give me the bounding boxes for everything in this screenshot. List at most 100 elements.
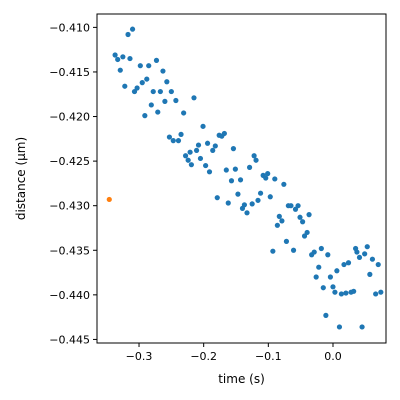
data-point [244, 210, 250, 216]
data-point [181, 110, 187, 116]
x-tick-label: −0.1 [255, 350, 282, 363]
data-point [327, 274, 333, 280]
data-point [257, 190, 264, 196]
data-point [300, 219, 306, 225]
data-point [106, 196, 112, 203]
data-point [170, 138, 176, 144]
data-point [137, 63, 143, 69]
data-point [200, 123, 206, 129]
data-point [246, 164, 253, 170]
data-point [131, 88, 138, 95]
data-point [223, 167, 229, 173]
data-point [316, 264, 322, 270]
data-point [150, 88, 156, 95]
x-tick-label: 0.0 [324, 350, 342, 363]
data-point [157, 88, 163, 95]
data-point [164, 79, 170, 85]
data-point [168, 88, 174, 95]
x-axis-ticks: −0.3 −0.2 −0.1 0.0 [126, 343, 342, 363]
data-point [214, 195, 220, 201]
data-point [148, 102, 154, 108]
y-tick-label: −0.430 [49, 200, 90, 213]
x-tick-label: −0.2 [190, 350, 217, 363]
data-point [375, 261, 381, 268]
data-point [272, 176, 278, 182]
data-point [228, 178, 235, 184]
y-tick-label: −0.420 [49, 111, 90, 124]
data-point [155, 109, 161, 115]
data-point [295, 203, 301, 209]
data-points [106, 26, 384, 330]
y-tick-label: −0.410 [49, 21, 90, 34]
data-point [142, 113, 148, 119]
data-point [251, 153, 257, 159]
data-point [367, 271, 373, 277]
data-point [301, 233, 308, 239]
data-point [144, 76, 150, 82]
data-point [187, 149, 193, 155]
data-point [125, 31, 131, 38]
data-point [120, 54, 126, 60]
data-point [263, 175, 269, 181]
data-point [304, 229, 310, 236]
data-point [338, 291, 344, 297]
data-point [311, 249, 317, 255]
data-point [332, 289, 338, 295]
data-point [343, 290, 349, 296]
data-point [134, 85, 140, 91]
data-point [182, 153, 189, 159]
data-point [235, 191, 241, 197]
data-point [336, 324, 343, 330]
data-point [362, 251, 368, 257]
data-point [139, 80, 145, 86]
data-point [185, 157, 191, 163]
data-point [191, 95, 197, 101]
data-point [195, 142, 202, 148]
data-point [276, 213, 282, 219]
data-point [249, 201, 255, 207]
data-point [288, 203, 294, 209]
data-point [325, 252, 331, 258]
data-point [210, 147, 216, 154]
data-point [117, 67, 123, 73]
data-point [162, 98, 168, 104]
y-axis-ticks: −0.445 −0.440 −0.435 −0.430 −0.425 −0.420 −0.4… [49, 21, 97, 346]
y-tick-label: −0.425 [49, 155, 90, 168]
data-point [153, 57, 160, 63]
data-point [356, 254, 363, 261]
y-tick-label: −0.445 [49, 333, 90, 346]
data-point [270, 248, 276, 254]
data-point [146, 63, 152, 69]
data-point [173, 97, 179, 104]
y-tick-label: −0.415 [49, 66, 90, 79]
data-point [267, 194, 273, 200]
data-point [313, 274, 319, 280]
data-point [274, 222, 280, 228]
data-point [206, 169, 213, 175]
data-point [188, 162, 194, 168]
data-point [160, 68, 166, 74]
data-point [122, 83, 128, 89]
data-point [345, 260, 352, 266]
data-point [255, 197, 261, 203]
data-point [320, 285, 326, 291]
data-point [178, 131, 184, 137]
data-point [281, 181, 287, 187]
data-point [225, 200, 231, 206]
data-point [318, 245, 324, 252]
data-point [265, 171, 271, 177]
data-point [354, 249, 360, 255]
data-point [112, 52, 118, 58]
data-point [359, 324, 365, 330]
data-point [204, 140, 211, 146]
data-point [197, 155, 204, 162]
data-point [341, 261, 347, 268]
data-point [237, 177, 244, 183]
data-point [115, 56, 121, 63]
data-point [232, 166, 238, 172]
data-point [330, 284, 336, 290]
y-tick-label: −0.435 [49, 244, 90, 257]
data-point [283, 238, 290, 244]
data-point [127, 55, 133, 62]
